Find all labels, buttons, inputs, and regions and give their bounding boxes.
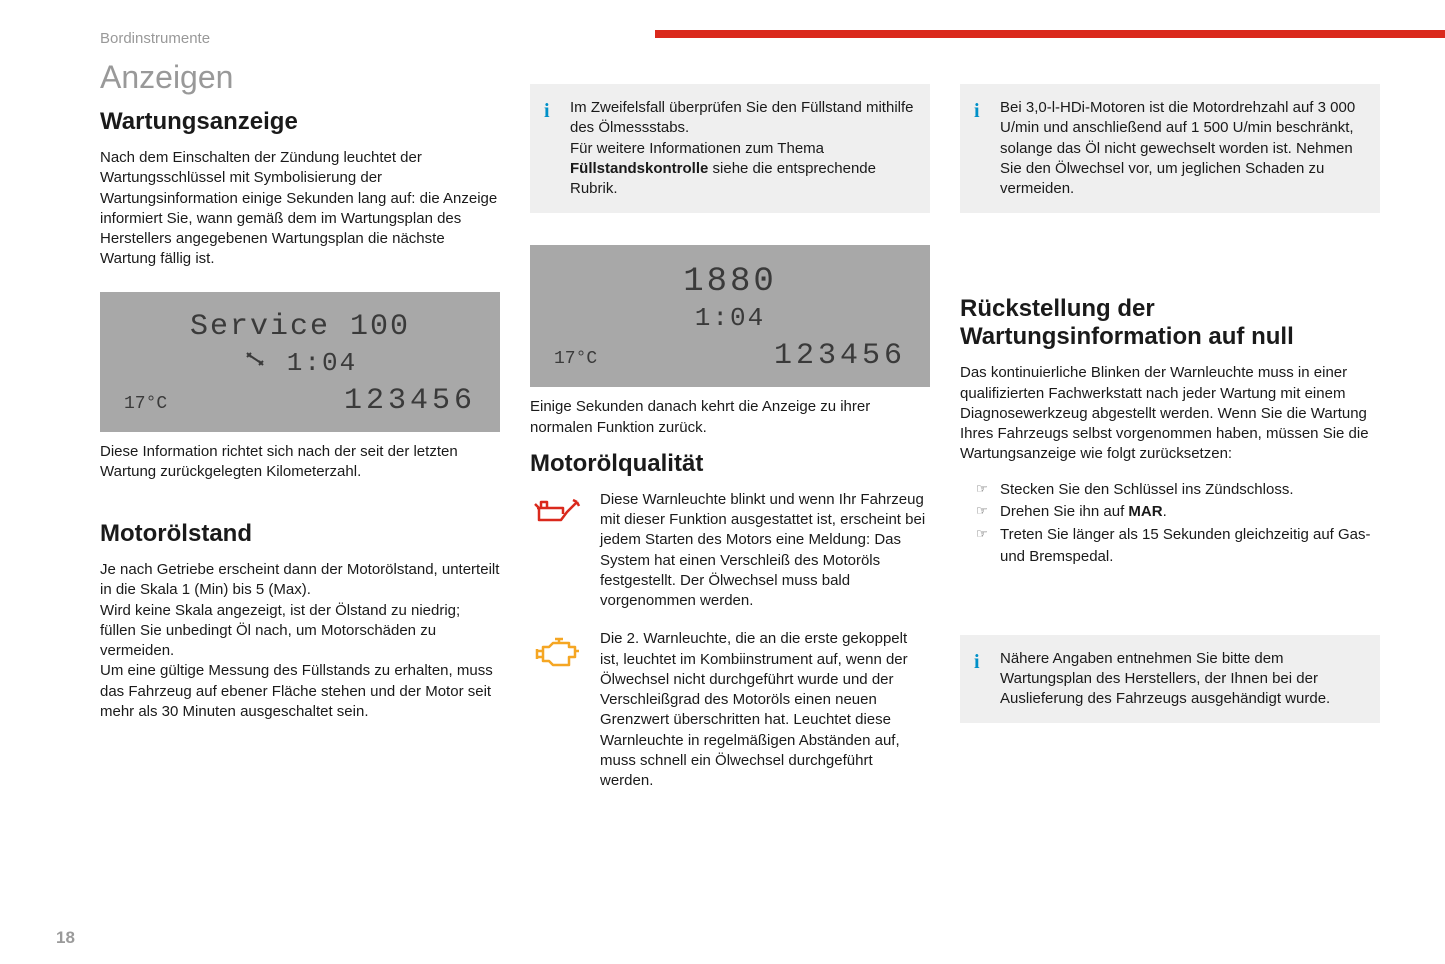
engine-icon	[530, 629, 586, 791]
para-wartung: Nach dem Einschalten der Zündung leuchte…	[100, 148, 500, 270]
lcd1-temp: 17°C	[124, 394, 167, 414]
column-3: i Bei 3,0-l-HDi-Motoren ist die Motordre…	[960, 30, 1380, 809]
lcd-display-2: 1880 1:04 17°C 123456	[530, 245, 930, 387]
info-icon: i	[974, 98, 980, 125]
lcd1-service: Service 100	[120, 310, 480, 344]
para-lcd1-caption: Diese Information richtet sich nach der …	[100, 442, 500, 483]
heading-motoroelqualitaet: Motorölqualität	[530, 450, 930, 478]
wrench-icon	[243, 349, 269, 376]
heading-rueckstellung: Rückstellung der Wartungsinformation auf…	[960, 295, 1380, 351]
reset-steps-list: Stecken Sie den Schlüssel ins Zündschlos…	[960, 479, 1380, 569]
lcd1-time: 1:04	[287, 348, 357, 378]
warning-row-oil: Diese Warnleuchte blinkt und wenn Ihr Fa…	[530, 490, 930, 612]
lcd2-time: 1:04	[695, 303, 765, 333]
step-3: Treten Sie länger als 15 Sekunden gleich…	[960, 524, 1380, 569]
info-hdi-text: Bei 3,0-l-HDi-Motoren ist die Motordrehz…	[1000, 99, 1355, 197]
lcd-display-1: Service 100 1:04 17°C 123456	[100, 292, 500, 432]
lcd1-odo: 123456	[344, 384, 476, 418]
warn1-text: Diese Warnleuchte blinkt und wenn Ihr Fa…	[600, 490, 930, 612]
info1-bold: Füllstandskontrolle	[570, 160, 708, 177]
heading-motoroelstand: Motorölstand	[100, 520, 500, 548]
info-box-hdi: i Bei 3,0-l-HDi-Motoren ist die Motordre…	[960, 84, 1380, 213]
info-box-wartungsplan: i Nähere Angaben entnehmen Sie bitte dem…	[960, 635, 1380, 724]
page-container: Bordinstrumente Anzeigen Wartungsanzeige…	[0, 0, 1445, 839]
lcd2-value: 1880	[550, 263, 910, 301]
lcd2-odo: 123456	[774, 339, 906, 373]
para-oelstand: Je nach Getriebe erscheint dann der Moto…	[100, 560, 500, 722]
column-2: i Im Zweifelsfall überprüfen Sie den Fül…	[530, 30, 930, 809]
warn2-text: Die 2. Warnleuchte, die an die erste gek…	[600, 629, 930, 791]
info-wartungsplan-text: Nähere Angaben entnehmen Sie bitte dem W…	[1000, 650, 1330, 708]
column-1: Bordinstrumente Anzeigen Wartungsanzeige…	[100, 30, 500, 809]
para-lcd2-caption: Einige Sekunden danach kehrt die Anzeige…	[530, 397, 930, 438]
section-header: Bordinstrumente	[100, 30, 500, 47]
info-icon: i	[974, 649, 980, 676]
accent-bar	[655, 30, 1445, 38]
para-reset: Das kontinuierliche Blinken der Warnleuc…	[960, 363, 1380, 464]
info1-text-b: Für weitere Informationen zum Thema	[570, 140, 824, 157]
info-icon: i	[544, 98, 550, 125]
step-2: Drehen Sie ihn auf MAR.	[960, 501, 1380, 524]
oil-can-icon	[530, 490, 586, 612]
info1-text-a: Im Zweifelsfall überprüfen Sie den Fülls…	[570, 99, 914, 136]
lcd2-temp: 17°C	[554, 349, 597, 369]
warning-row-engine: Die 2. Warnleuchte, die an die erste gek…	[530, 629, 930, 791]
step-1: Stecken Sie den Schlüssel ins Zündschlos…	[960, 479, 1380, 502]
page-number: 18	[56, 928, 75, 948]
info-box-fuellstand: i Im Zweifelsfall überprüfen Sie den Fül…	[530, 84, 930, 213]
heading-wartungsanzeige: Wartungsanzeige	[100, 108, 500, 136]
page-title: Anzeigen	[100, 59, 500, 96]
